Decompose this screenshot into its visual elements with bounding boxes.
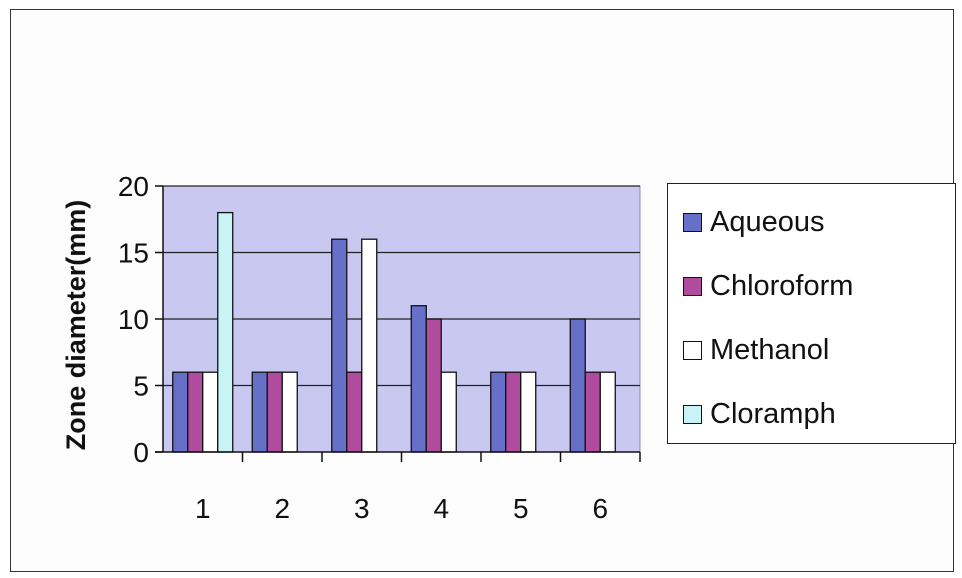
y-tick-label: 20 [118, 171, 149, 202]
legend-label: Aqueous [710, 205, 825, 238]
y-tick-label: 15 [118, 238, 149, 269]
legend-label: Cloramph [710, 397, 836, 430]
bar-aqueous-5 [490, 371, 507, 453]
x-tick-label: 5 [513, 493, 529, 524]
bar-methanol-4 [440, 371, 457, 453]
x-tick-label: 6 [592, 493, 608, 524]
bar-methanol-5 [520, 371, 537, 453]
bar-chloroform-2 [266, 371, 283, 453]
bar-aqueous-4 [410, 305, 427, 453]
bar-aqueous-6 [569, 318, 586, 453]
legend-swatch [683, 276, 702, 296]
bar-methanol-6 [599, 371, 616, 453]
legend-swatch [683, 340, 702, 360]
bar-aqueous-2 [251, 371, 268, 453]
bar-chloroform-1 [187, 371, 204, 453]
bar-cloramph-1 [217, 211, 234, 453]
legend-swatch [683, 404, 702, 424]
x-tick-label: 1 [195, 493, 211, 524]
legend: Aqueous Chloroform Methanol Cloramph [667, 183, 956, 444]
y-tick-label: 5 [133, 371, 149, 402]
x-tick-label: 4 [433, 493, 449, 524]
legend-swatch [683, 212, 702, 232]
bar-methanol-3 [361, 238, 378, 453]
legend-label: Chloroform [710, 269, 854, 302]
legend-item-aqueous: Aqueous [683, 205, 825, 239]
y-tick-label: 10 [118, 304, 149, 335]
y-axis-title: Zone diameter(mm) [61, 200, 91, 451]
bar-chloroform-6 [584, 371, 601, 453]
legend-item-chloroform: Chloroform [683, 269, 853, 303]
grid-lines [163, 185, 640, 387]
bar-chloroform-5 [505, 371, 522, 453]
x-tick-label: 3 [354, 493, 370, 524]
legend-label: Methanol [710, 333, 830, 366]
bar-aqueous-3 [331, 238, 348, 453]
bar-chloroform-3 [346, 371, 363, 453]
legend-item-cloramph: Cloramph [683, 397, 836, 431]
axes: 0 5 10 15 20 1 2 3 4 5 6 [118, 171, 641, 524]
bar-methanol-2 [281, 371, 298, 453]
bar-methanol-1 [202, 371, 219, 453]
y-tick-label: 0 [133, 437, 149, 468]
bar-aqueous-1 [172, 371, 189, 453]
bar-chloroform-4 [425, 318, 442, 453]
bars [172, 211, 616, 453]
legend-item-methanol: Methanol [683, 333, 829, 367]
x-tick-label: 2 [274, 493, 290, 524]
